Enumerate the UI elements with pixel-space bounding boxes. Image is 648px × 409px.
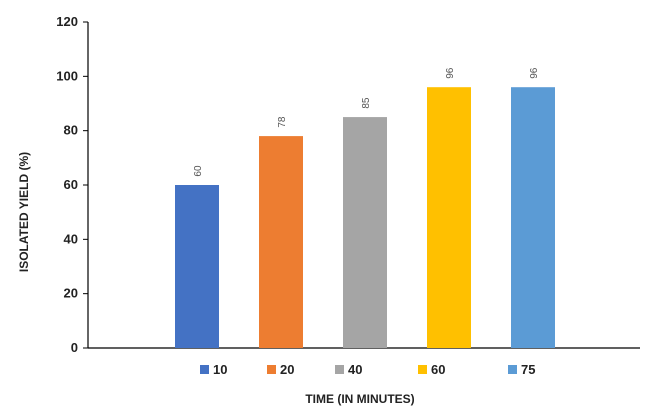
y-tick-label: 40 [64,231,78,246]
bar [259,136,303,348]
legend-label: 10 [213,362,227,377]
legend-swatch [267,365,276,374]
bar-value-label: 85 [361,97,372,109]
x-axis-title: TIME (IN MINUTES) [305,392,414,406]
y-axis-title: ISOLATED YIELD (%) [17,152,31,272]
legend-swatch [335,365,344,374]
bar-value-label: 96 [445,67,456,79]
y-tick-label: 80 [64,123,78,138]
bar [511,87,555,348]
legend-swatch [418,365,427,374]
y-tick-label: 0 [71,340,78,355]
bar-value-label: 96 [529,67,540,79]
bar [343,117,387,348]
bar [175,185,219,348]
data-labels: 60 78 85 96 96 [193,67,540,176]
legend-label: 60 [431,362,445,377]
y-tick-label: 20 [64,286,78,301]
bar [427,87,471,348]
bar-value-label: 60 [193,165,204,177]
legend-label: 40 [348,362,362,377]
legend: 10 20 40 60 75 [200,362,535,377]
legend-swatch [200,365,209,374]
y-tick-label: 100 [56,68,78,83]
y-axis: 0 20 40 60 80 100 120 [56,14,89,355]
y-tick-label: 60 [64,177,78,192]
legend-swatch [508,365,517,374]
legend-label: 75 [521,362,535,377]
y-tick-label: 120 [56,14,78,29]
bar-value-label: 78 [277,116,288,128]
bars [175,87,555,348]
legend-label: 20 [280,362,294,377]
